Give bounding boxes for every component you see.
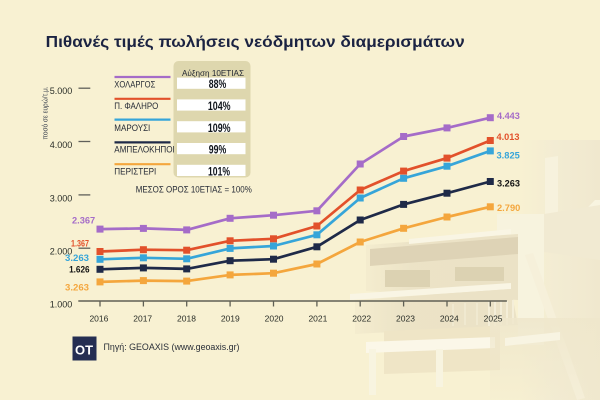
svg-text:5.000: 5.000 xyxy=(50,86,73,96)
svg-text:88%: 88% xyxy=(209,79,227,91)
svg-text:4.000: 4.000 xyxy=(50,140,73,150)
svg-text:2024: 2024 xyxy=(440,314,459,324)
svg-text:ΠΕΡΙΣΤΕΡΙ: ΠΕΡΙΣΤΕΡΙ xyxy=(114,166,156,177)
svg-text:Π. ΦΑΛΗΡΟ: Π. ΦΑΛΗΡΟ xyxy=(114,100,158,111)
svg-text:99%: 99% xyxy=(209,145,227,157)
svg-text:ΜΕΣΟΣ ΟΡΟΣ 10ΕΤΙΑΣ = 100%: ΜΕΣΟΣ ΟΡΟΣ 10ΕΤΙΑΣ = 100% xyxy=(136,184,252,194)
svg-text:2023: 2023 xyxy=(396,314,415,324)
svg-text:2018: 2018 xyxy=(177,314,196,324)
svg-text:4.013: 4.013 xyxy=(497,132,520,143)
svg-text:Πιθανές τιμές πωλήσεις νεόδμητ: Πιθανές τιμές πωλήσεις νεόδμητων διαμερι… xyxy=(46,34,465,51)
svg-text:2020: 2020 xyxy=(265,314,284,324)
svg-text:3.263: 3.263 xyxy=(65,253,89,264)
svg-text:ΧΟΛΑΡΓΟΣ: ΧΟΛΑΡΓΟΣ xyxy=(114,78,155,89)
svg-text:109%: 109% xyxy=(208,123,231,135)
svg-text:4.443: 4.443 xyxy=(497,111,520,122)
svg-text:2.000: 2.000 xyxy=(50,247,73,257)
svg-text:ΑΜΠΕΛΟΚΗΠΟΙ: ΑΜΠΕΛΟΚΗΠΟΙ xyxy=(114,144,175,155)
svg-text:3.825: 3.825 xyxy=(497,150,521,161)
svg-text:1.626: 1.626 xyxy=(69,265,90,276)
svg-text:OT: OT xyxy=(75,344,93,358)
svg-text:3.263: 3.263 xyxy=(65,282,89,293)
svg-text:Πηγή: GEOAXIS (www.geoaxis.gr): Πηγή: GEOAXIS (www.geoaxis.gr) xyxy=(104,342,240,352)
svg-text:3.263: 3.263 xyxy=(497,178,520,189)
svg-text:Αύξηση 10ΕΤΙΑΣ: Αύξηση 10ΕΤΙΑΣ xyxy=(182,68,244,78)
svg-text:2016: 2016 xyxy=(89,314,108,324)
svg-text:101%: 101% xyxy=(208,166,230,178)
svg-text:ΜΑΡΟΥΣΙ: ΜΑΡΟΥΣΙ xyxy=(114,122,150,133)
svg-text:2.367: 2.367 xyxy=(72,215,95,226)
svg-text:2017: 2017 xyxy=(133,314,152,324)
svg-text:1.367: 1.367 xyxy=(71,239,89,250)
svg-text:2.790: 2.790 xyxy=(497,203,520,214)
svg-text:104%: 104% xyxy=(208,101,231,113)
svg-text:2022: 2022 xyxy=(352,314,371,324)
svg-text:2021: 2021 xyxy=(308,314,327,324)
svg-text:3.000: 3.000 xyxy=(50,193,73,203)
svg-text:2019: 2019 xyxy=(221,314,240,324)
svg-text:2025: 2025 xyxy=(484,314,503,324)
svg-text:1.000: 1.000 xyxy=(50,300,73,310)
svg-text:ποσό σε ευρώ/τ.μ.: ποσό σε ευρώ/τ.μ. xyxy=(41,87,50,140)
